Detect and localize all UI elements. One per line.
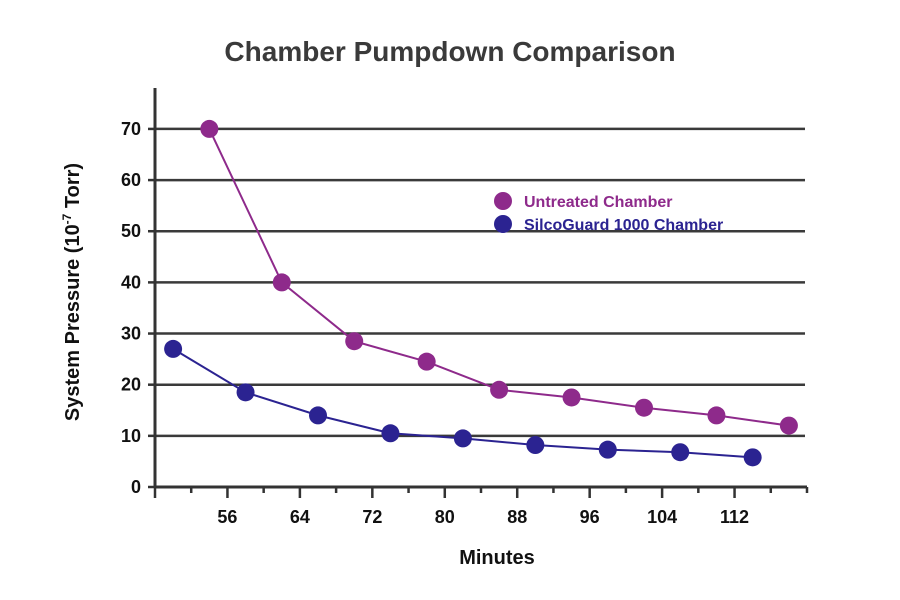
legend: Untreated Chamber SilcoGuard 1000 Chamber — [494, 192, 723, 234]
x-axis-label: Minutes — [459, 547, 535, 569]
data-point-1-3 — [381, 424, 400, 443]
data-point-1-1 — [236, 383, 255, 402]
data-point-1-8 — [743, 448, 762, 467]
data-point-1-5 — [526, 436, 545, 455]
data-point-0-6 — [635, 398, 653, 417]
x-tick-label-72: 72 — [362, 507, 382, 527]
y-tick-label-60: 60 — [121, 170, 141, 190]
data-point-0-7 — [707, 406, 726, 425]
data-point-1-4 — [453, 429, 472, 448]
y-axis-ticks: 0 10 20 30 40 50 60 70 — [121, 119, 155, 497]
y-tick-label-70: 70 — [121, 119, 141, 139]
data-point-0-0 — [200, 119, 219, 138]
x-tick-label-56: 56 — [217, 507, 237, 527]
x-tick-label-64: 64 — [290, 507, 310, 527]
y-axis-label: System Pressure (10-7 Torr) — [60, 163, 84, 421]
x-tick-label-96: 96 — [580, 507, 600, 527]
data-point-1-0 — [164, 339, 183, 358]
chart-title: Chamber Pumpdown Comparison — [224, 36, 675, 67]
x-tick-label-88: 88 — [507, 507, 527, 527]
x-tick-label-104: 104 — [647, 507, 677, 527]
x-axis-ticks: 56 64 72 80 88 96 104 112 — [153, 487, 809, 527]
y-tick-label-0: 0 — [131, 477, 141, 497]
data-point-1-6 — [598, 440, 617, 459]
grid-lines — [155, 127, 805, 438]
y-tick-label-50: 50 — [121, 221, 141, 241]
y-tick-label-20: 20 — [121, 375, 141, 395]
y-axis-label-main: System Pressure (10 — [62, 224, 84, 421]
data-point-0-5 — [562, 388, 581, 407]
data-point-1-2 — [309, 406, 327, 425]
y-tick-label-10: 10 — [121, 426, 141, 446]
data-point-0-3 — [417, 352, 436, 371]
data-point-0-2 — [345, 332, 364, 351]
x-tick-label-112: 112 — [720, 507, 749, 527]
y-tick-label-30: 30 — [121, 324, 141, 344]
data-point-0-8 — [779, 416, 798, 435]
legend-label-1: SilcoGuard 1000 Chamber — [524, 217, 723, 234]
y-axis-label-exponent: -7 — [60, 213, 74, 224]
series-group — [164, 119, 798, 467]
legend-marker-1 — [494, 215, 512, 233]
y-tick-label-40: 40 — [121, 272, 141, 292]
legend-label-0: Untreated Chamber — [524, 194, 672, 211]
y-axis-label-tail: Torr) — [62, 163, 84, 214]
data-point-0-4 — [490, 380, 509, 399]
data-point-0-1 — [272, 273, 291, 292]
data-point-1-7 — [671, 443, 690, 462]
legend-marker-0 — [494, 192, 512, 210]
x-tick-label-80: 80 — [435, 507, 455, 527]
